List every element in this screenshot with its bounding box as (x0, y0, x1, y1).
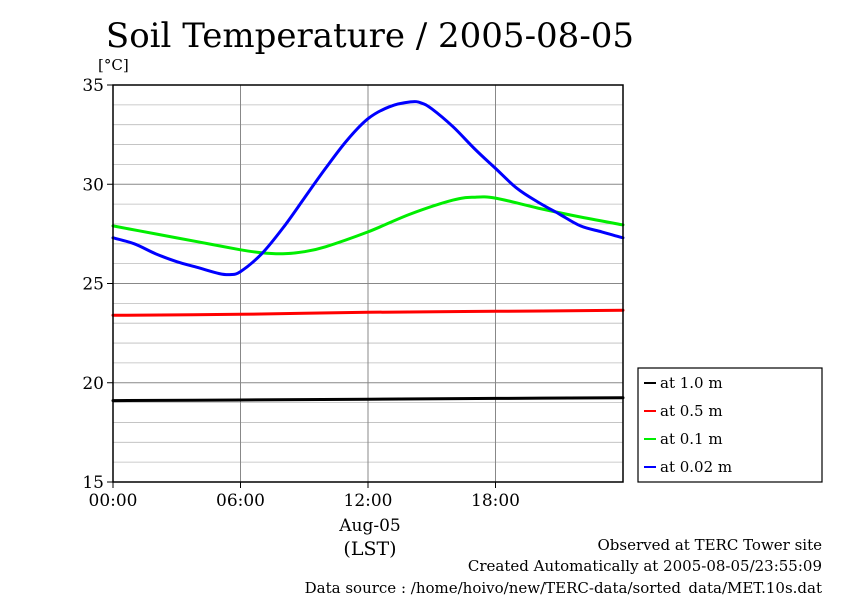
legend-label: at 0.1 m (660, 430, 723, 448)
x-tick-label: 18:00 (471, 491, 520, 511)
legend-label: at 0.02 m (660, 458, 732, 476)
x-axis-label: (LST) (343, 538, 396, 560)
series-line-2 (111, 308, 625, 317)
legend-box (637, 367, 823, 483)
chart-title: Soil Temperature / 2005-08-05 (106, 16, 634, 56)
footer-source: Data source : /home/hoivo/new/TERC-data/… (305, 579, 822, 595)
x-tick-label: 06:00 (216, 491, 265, 511)
y-tick-label: 20 (82, 374, 104, 394)
y-tick-label: 25 (82, 275, 104, 295)
series-lines (111, 100, 625, 403)
x-tick-label: 00:00 (89, 491, 138, 511)
legend: at 1.0 m at 0.5 m at 0.1 m at 0.02 m (637, 367, 823, 483)
y-axis-unit: [°C] (98, 56, 129, 74)
series-line-4 (111, 100, 625, 277)
series-line-3 (111, 195, 625, 256)
x-date-label: Aug-05 (338, 516, 400, 536)
y-tick-label: 35 (82, 76, 104, 96)
series-line-1 (111, 396, 625, 403)
x-tick-label: 12:00 (344, 491, 393, 511)
x-axis-ticks: 00:00 06:00 12:00 18:00 (89, 482, 520, 511)
y-tick-label: 15 (82, 473, 104, 493)
y-tick-label: 30 (82, 175, 104, 195)
y-axis-ticks: 15 20 25 30 35 (82, 76, 113, 493)
legend-label: at 0.5 m (660, 402, 723, 420)
footer-site: Observed at TERC Tower site (597, 536, 822, 554)
footer-created: Created Automatically at 2005-08-05/23:5… (468, 557, 822, 575)
legend-label: at 1.0 m (660, 374, 723, 392)
